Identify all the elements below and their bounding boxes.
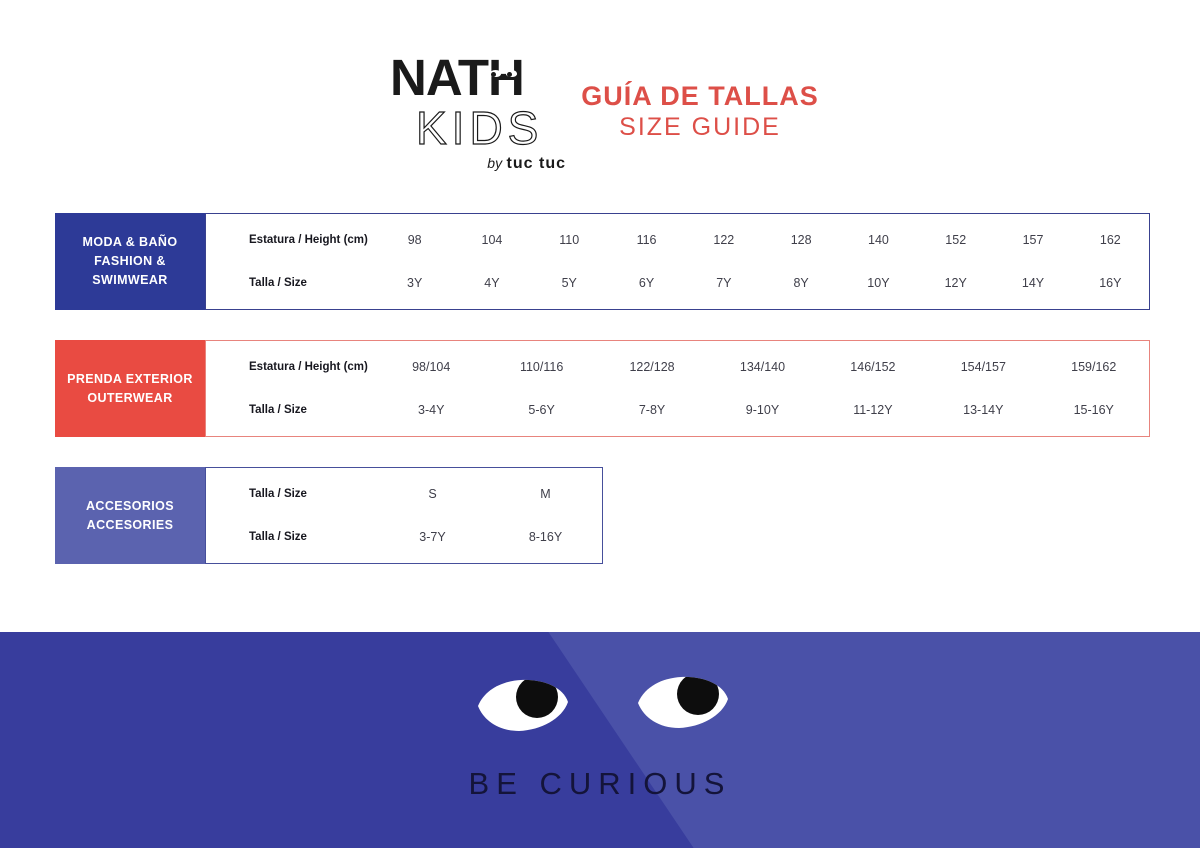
value-cell: 7-8Y	[638, 402, 666, 417]
value-cell: M	[540, 487, 551, 502]
value-cell: 11-12Y	[853, 402, 893, 417]
category-label-fashion-swimwear: MODA & BAÑO FASHION & SWIMWEAR	[55, 213, 205, 310]
value-cell: 12Y	[944, 275, 967, 290]
banner-left-eye-icon	[478, 679, 568, 731]
value-cell: 15-16Y	[1073, 402, 1114, 417]
value-cell: 128	[790, 233, 812, 248]
logo-nath-h: H	[488, 49, 525, 106]
size-table-accessories: ACCESORIOS ACCESORIES Talla / Size S M Talla …	[55, 467, 603, 564]
row-label: Talla / Size	[249, 488, 307, 501]
row-values: 3-4Y 5-6Y 7-8Y 9-10Y 11-12Y 13-14Y 15-16Y	[376, 403, 1149, 417]
row-label: Talla / Size	[249, 276, 307, 289]
row-values: 98 104 110 116 122 128 140 152 157 162	[376, 233, 1149, 247]
row-label: Estatura / Height (cm)	[249, 234, 368, 247]
value-cell: 157	[1022, 233, 1044, 248]
row-values: 3Y 4Y 5Y 6Y 7Y 8Y 10Y 12Y 14Y 16Y	[376, 276, 1149, 290]
value-cell: 134/140	[739, 360, 786, 375]
size-tables: MODA & BAÑO FASHION & SWIMWEAR Estatura / …	[55, 213, 1150, 594]
table-row: Talla / Size 3-7Y 8-16Y	[206, 517, 602, 557]
category-name-secondary: ACCESORIES	[86, 517, 174, 532]
banner-right-eye-icon	[638, 676, 728, 728]
value-cell: 3Y	[407, 275, 423, 290]
value-cell: 162	[1099, 233, 1121, 248]
value-cell: 159/162	[1071, 360, 1117, 375]
be-curious-banner: BE CURIOUS	[0, 632, 1200, 848]
value-cell: 3-7Y	[419, 529, 446, 544]
table-row: Estatura / Height (cm) 98 104 110 116 122 128 1…	[206, 220, 1149, 260]
logo-left-eye-icon	[490, 70, 502, 77]
value-cell: 7Y	[716, 275, 732, 290]
value-cell: 152	[945, 233, 967, 248]
logo-byline-by: by	[487, 155, 503, 171]
row-label: Talla / Size	[249, 530, 307, 543]
logo-kids-wordmark: KIDS	[415, 102, 544, 154]
value-cell: 140	[868, 233, 889, 248]
category-name-primary: ACCESORIOS	[85, 498, 175, 513]
value-cell: 5Y	[561, 275, 577, 290]
value-cell: 104	[481, 233, 503, 248]
table-body-fashion-swimwear: Estatura / Height (cm) 98 104 110 116 122 128 1…	[205, 213, 1150, 310]
row-label: Talla / Size	[249, 403, 307, 416]
value-cell: 8-16Y	[528, 529, 563, 544]
value-cell: S	[428, 487, 437, 502]
value-cell: 116	[636, 233, 657, 248]
value-cell: 122	[713, 233, 735, 248]
value-cell: 16Y	[1099, 275, 1122, 290]
row-values: 98/104 110/116 122/128 134/140 146/152 154/15…	[376, 360, 1149, 374]
value-cell: 122/128	[629, 360, 675, 375]
size-table-fashion-swimwear: MODA & BAÑO FASHION & SWIMWEAR Estatura / …	[55, 213, 1150, 310]
logo-right-eye-icon	[506, 70, 518, 77]
table-row: Talla / Size S M	[206, 474, 602, 514]
table-row: Talla / Size 3-4Y 5-6Y 7-8Y 9-10Y 11-12Y 13-14…	[206, 390, 1149, 430]
value-cell: 13-14Y	[963, 402, 1004, 417]
logo-nath-wordmark: NATH	[390, 52, 570, 103]
category-name-secondary: FASHION & SWIMWEAR	[92, 254, 168, 287]
value-cell: 3-4Y	[418, 402, 445, 417]
category-name-primary: PRENDA EXTERIOR	[67, 371, 193, 386]
value-cell: 98	[407, 233, 422, 248]
logo-byline-brand: tuc tuc	[506, 155, 566, 172]
value-cell: 110/116	[519, 360, 564, 375]
table-row: Estatura / Height (cm) 98/104 110/116 122/1…	[206, 347, 1149, 387]
page-title: GUÍA DE TALLAS SIZE GUIDE	[550, 81, 850, 143]
value-cell: 4Y	[484, 275, 500, 290]
category-name-secondary: OUTERWEAR	[87, 390, 173, 405]
banner-diagonal-shape	[0, 632, 694, 848]
value-cell: 110	[559, 233, 580, 248]
table-body-accessories: Talla / Size S M Talla / Size 3-7Y 8-16Y	[205, 467, 603, 564]
value-cell: 5-6Y	[528, 402, 555, 417]
value-cell: 9-10Y	[745, 402, 780, 417]
logo-byline: by tuc tuc	[390, 155, 570, 173]
row-label: Estatura / Height (cm)	[249, 361, 368, 374]
value-cell: 146/152	[850, 360, 896, 375]
table-row: Talla / Size 3Y 4Y 5Y 6Y 7Y 8Y 10Y 12Y 14Y 16Y	[206, 263, 1149, 303]
value-cell: 154/157	[960, 360, 1006, 375]
size-table-outerwear: PRENDA EXTERIOR OUTERWEAR Estatura / Heigh…	[55, 340, 1150, 437]
logo-nath-head: NAT	[390, 49, 489, 106]
table-body-outerwear: Estatura / Height (cm) 98/104 110/116 122/1…	[205, 340, 1150, 437]
category-label-accessories: ACCESORIOS ACCESORIES	[55, 467, 205, 564]
banner-slogan: BE CURIOUS	[468, 766, 732, 801]
value-cell: 10Y	[867, 275, 890, 290]
category-name-primary: MODA & BAÑO	[82, 235, 178, 250]
brand-logo: NATH KIDS by tuc tuc	[390, 52, 570, 173]
value-cell: 6Y	[638, 275, 655, 290]
value-cell: 14Y	[1021, 275, 1045, 290]
value-cell: 8Y	[793, 275, 809, 290]
title-spanish: GUÍA DE TALLAS	[581, 81, 819, 111]
value-cell: 98/104	[412, 360, 451, 375]
row-values: 3-7Y 8-16Y	[376, 530, 602, 544]
title-english: SIZE GUIDE	[619, 112, 781, 141]
category-label-outerwear: PRENDA EXTERIOR OUTERWEAR	[55, 340, 205, 437]
